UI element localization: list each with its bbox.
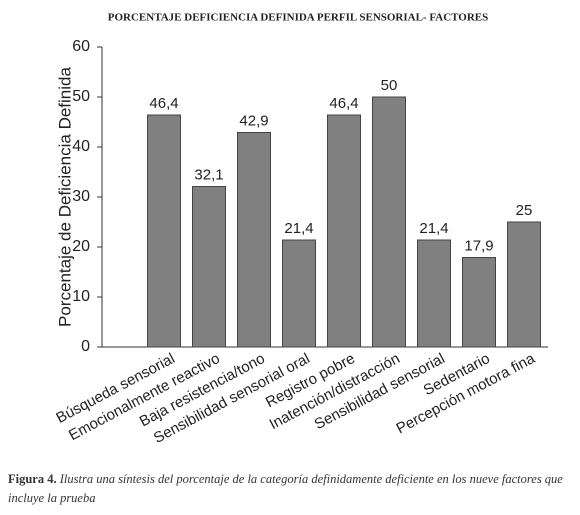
y-tick-label: 50 (72, 88, 90, 105)
bar (507, 221, 541, 348)
bar (417, 239, 451, 348)
value-label: 32,1 (194, 166, 223, 183)
value-label: 21,4 (284, 220, 313, 237)
bar (192, 186, 226, 348)
bar (237, 132, 271, 348)
bar (462, 257, 496, 348)
y-tick-label: 40 (72, 138, 90, 155)
y-tick-label: 60 (72, 38, 90, 55)
y-tick-label: 10 (72, 288, 90, 305)
caption: Figura 4. Ilustra una síntesis del porce… (8, 470, 570, 508)
bar (372, 96, 406, 348)
y-tick-label: 30 (72, 188, 90, 205)
value-label: 25 (516, 202, 533, 219)
value-label: 50 (381, 77, 398, 94)
value-label: 17,9 (464, 237, 493, 254)
y-axis-label: Porcentaje de Deficiencia Definida (55, 67, 74, 327)
bar (147, 114, 181, 348)
caption-text: Ilustra una síntesis del porcentaje de l… (8, 472, 563, 505)
value-label: 46,4 (149, 95, 178, 112)
chart-title: PORCENTAJE DEFICIENCIA DEFINIDA PERFIL S… (108, 12, 488, 24)
caption-label: Figura 4. (8, 472, 57, 486)
chart: PORCENTAJE DEFICIENCIA DEFINIDA PERFIL S… (53, 12, 548, 447)
value-label: 21,4 (419, 220, 448, 237)
bar (327, 114, 361, 348)
y-tick-label: 20 (72, 238, 90, 255)
value-label: 46,4 (329, 95, 358, 112)
value-label: 42,9 (239, 112, 268, 129)
y-tick-label: 0 (81, 338, 90, 355)
bar (282, 239, 316, 348)
